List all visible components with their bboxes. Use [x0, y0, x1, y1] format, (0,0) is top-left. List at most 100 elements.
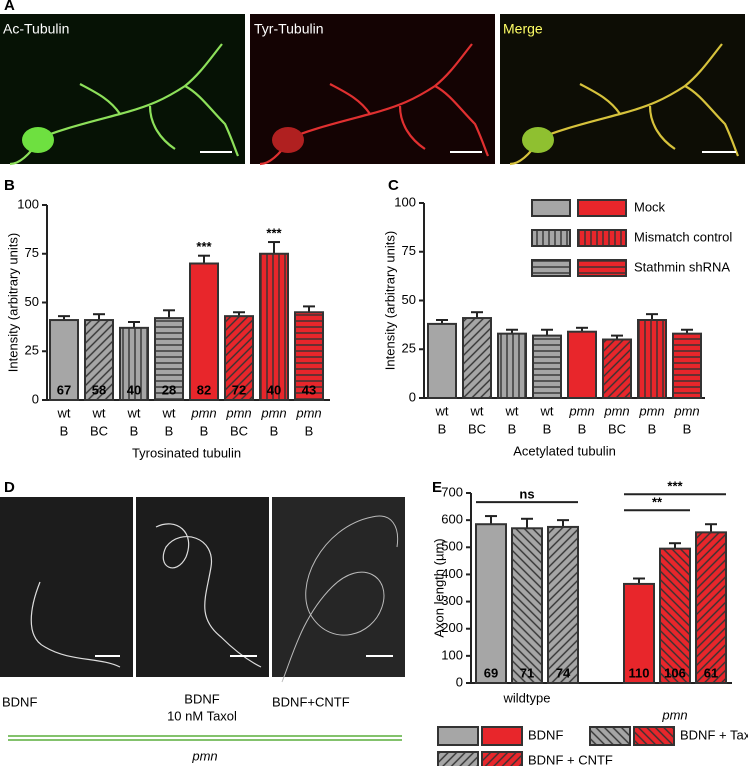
count-label: 67 [57, 382, 71, 397]
x-tick-label: B [200, 423, 209, 438]
bar [623, 582, 655, 685]
x-tick-label: wt [57, 405, 71, 420]
panel-d: BDNF BDNF 10 nM Taxol BDNF+CNTF pmn [0, 497, 405, 763]
x-tick-label: wt [505, 403, 519, 418]
y-tick-label: 200 [441, 620, 463, 635]
x-axis-title: Acetylated tubulin [513, 443, 616, 458]
bar [547, 525, 579, 685]
x-tick-label: pmn [603, 403, 629, 418]
legend-label: Stathmin shRNA [634, 259, 730, 274]
y-tick-label: 100 [394, 194, 416, 209]
count-label: 40 [267, 382, 281, 397]
panel-letter: C [388, 177, 399, 194]
bar [427, 322, 457, 399]
legend-swatch [481, 726, 523, 746]
image-label: Tyr-Tubulin [254, 21, 324, 37]
image-gray [0, 497, 133, 677]
legend-swatch [531, 259, 571, 277]
soma [272, 127, 304, 153]
image-caption: BDNF [2, 694, 37, 709]
y-tick-label: 50 [25, 294, 39, 309]
panel-letter: A [4, 0, 15, 14]
x-tick-label: B [305, 423, 314, 438]
y-tick-label: 0 [456, 674, 463, 689]
y-tick-label: 600 [441, 512, 463, 527]
x-tick-label: wt [435, 403, 449, 418]
x-tick-label: pmn [260, 405, 286, 420]
x-tick-label: pmn [661, 707, 687, 722]
image-label: Merge [503, 21, 543, 37]
panel-a: Ac-Tubulin Tyr-Tubulin Merge [0, 14, 745, 166]
image-caption: BDNF [184, 691, 219, 706]
significance: *** [266, 225, 282, 240]
x-tick-label: pmn [568, 403, 594, 418]
legend-swatch [531, 199, 571, 217]
bar [497, 332, 527, 399]
y-tick-label: 75 [402, 243, 416, 258]
bar [659, 547, 691, 685]
significance: ** [652, 495, 663, 510]
significance: *** [196, 239, 212, 254]
bar [84, 319, 114, 401]
y-tick-label: 500 [441, 539, 463, 554]
bar [567, 330, 597, 400]
image-label: Ac-Tubulin [3, 21, 69, 37]
y-tick-label: 0 [409, 389, 416, 404]
count-label: 110 [629, 665, 650, 680]
x-tick-label: pmn [225, 405, 251, 420]
x-tick-label: BC [90, 423, 108, 438]
bar [224, 315, 254, 401]
legend-label: Mock [634, 199, 666, 214]
panel-letter: E [432, 479, 442, 496]
bar [695, 531, 727, 684]
x-axis-title: Tyrosinated tubulin [132, 445, 241, 460]
x-tick-label: pmn [673, 403, 699, 418]
x-tick-label: wt [470, 403, 484, 418]
bar [511, 527, 543, 684]
x-tick-label: B [270, 423, 279, 438]
y-axis-title: Axon length (µm) [431, 538, 446, 637]
bar [637, 319, 667, 399]
bar [532, 334, 562, 400]
legend-swatch [589, 726, 631, 746]
count-label: 43 [302, 382, 316, 397]
legend-swatch [437, 726, 479, 746]
x-tick-label: wt [162, 405, 176, 420]
bar [259, 252, 289, 401]
x-tick-label: B [438, 421, 447, 436]
bar [119, 326, 149, 402]
y-tick-label: 75 [25, 245, 39, 260]
bar [49, 319, 79, 401]
count-label: 40 [127, 382, 141, 397]
y-axis-title: Intensity (arbitrary units) [5, 233, 20, 372]
legend-swatch [481, 751, 523, 766]
x-tick-label: B [578, 421, 587, 436]
significance: *** [667, 479, 683, 494]
legend-label: BDNF [528, 727, 563, 742]
y-tick-label: 100 [441, 647, 463, 662]
count-label: 58 [92, 382, 106, 397]
legend-label: BDNF + CNTF [528, 752, 613, 766]
count-label: 106 [664, 665, 686, 680]
y-tick-label: 50 [402, 292, 416, 307]
y-tick-label: 25 [402, 341, 416, 356]
legend-swatch [577, 229, 627, 247]
image-gray [136, 497, 269, 677]
y-tick-label: 300 [441, 593, 463, 608]
image-caption: BDNF+CNTF [272, 694, 350, 709]
legend-label: Mismatch control [634, 229, 732, 244]
y-tick-label: 100 [17, 196, 39, 211]
y-tick-label: 700 [441, 484, 463, 499]
bar [294, 311, 324, 401]
legend-label: BDNF + Taxol [680, 727, 748, 742]
bar [189, 262, 219, 401]
legend-swatch [437, 751, 479, 766]
legend-swatch [633, 726, 675, 746]
count-label: 28 [162, 382, 176, 397]
legend-swatch [577, 199, 627, 217]
x-tick-label: pmn [295, 405, 321, 420]
image-caption: 10 nM Taxol [167, 708, 237, 723]
panel-letter: D [4, 479, 15, 496]
count-label: 72 [232, 382, 246, 397]
